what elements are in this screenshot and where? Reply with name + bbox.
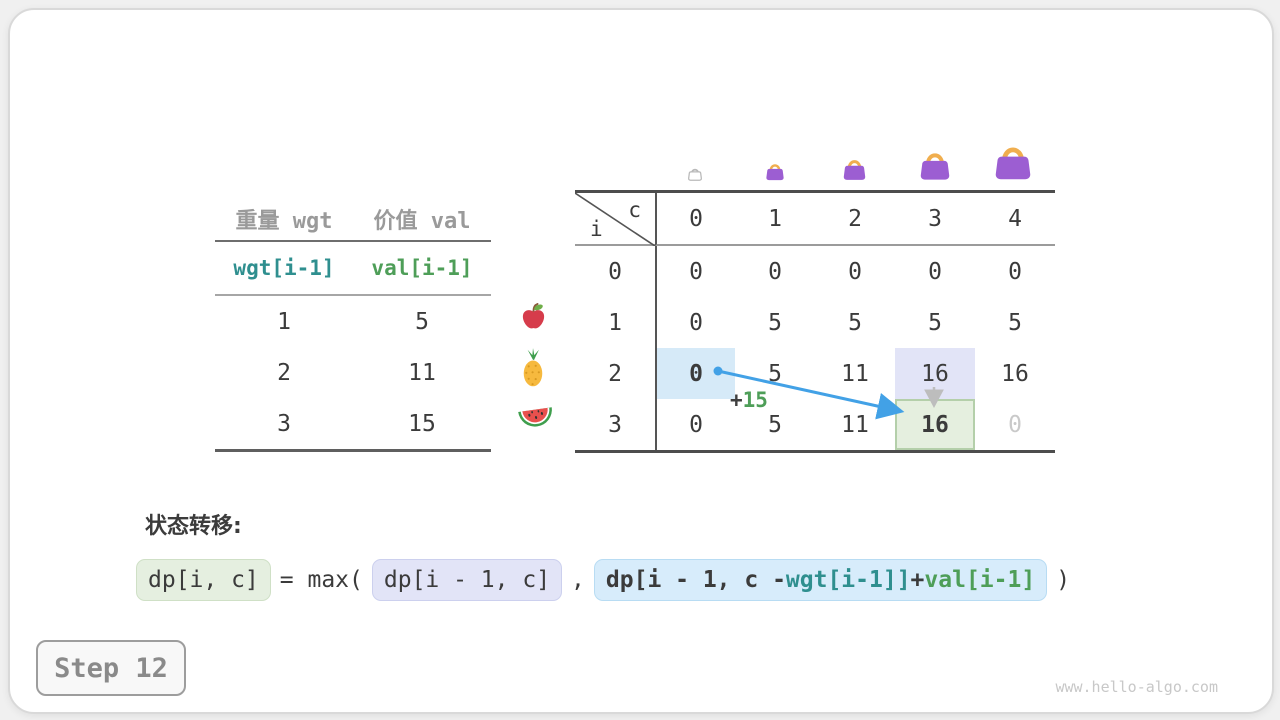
dp-cell-3-4-pending: 0 (1008, 411, 1022, 438)
dp-cell-0-4: 0 (1008, 258, 1022, 285)
dp-cell-2-0-source: 0 (655, 348, 735, 399)
plus-value-annotation: +15 (730, 388, 768, 412)
formula-dp-current: dp[i, c] (136, 559, 271, 601)
dp-cell-1-3: 5 (928, 309, 942, 336)
dp-row-header-0: 0 (608, 258, 622, 285)
items-index-row: wgt[i-1] val[i-1] (215, 242, 491, 296)
plus-sign: + (730, 388, 743, 412)
take-plus: + (910, 567, 925, 593)
dp-cell-0-1: 0 (768, 258, 782, 285)
item-1-weight: 1 (277, 308, 291, 335)
val-index-label: val[i-1] (371, 256, 473, 280)
dp-cell-2-3-keep: 16 (895, 348, 975, 399)
formula-comma: , (571, 567, 585, 593)
item-3-weight: 3 (277, 410, 291, 437)
take-prefix: dp[i - 1, c - (605, 567, 786, 593)
transition-formula: dp[i, c] = max( dp[i - 1, c] , dp[i - 1,… (136, 558, 1070, 602)
dp-col-header-0: 0 (655, 193, 735, 246)
dp-cell-3-2: 11 (841, 411, 869, 438)
formula-eq-max: = max( (279, 567, 363, 593)
dp-cell-1-4: 5 (1008, 309, 1022, 336)
formula-option-keep: dp[i - 1, c] (371, 559, 563, 601)
dp-cell-2-2: 11 (841, 360, 869, 387)
dp-cell-3-0: 0 (655, 399, 735, 450)
item-2-value: 11 (408, 359, 436, 386)
item-row-1: 1 5 (215, 296, 491, 347)
dp-cell-0-2: 0 (848, 258, 862, 285)
dp-corner-cell: i c (575, 193, 655, 246)
dp-cell-0-3: 0 (928, 258, 942, 285)
bag-outline-tiny-icon (687, 166, 703, 185)
wgt-index-label: wgt[i-1] (233, 256, 335, 280)
row-var-label: i (590, 217, 603, 241)
take-val-term: val[i-1] (924, 567, 1036, 593)
dp-cell-3-3-result: 16 (895, 399, 975, 450)
bag-large-icon (917, 148, 953, 185)
dp-cell-0-0: 0 (655, 246, 735, 297)
dp-cell-1-0: 0 (655, 297, 735, 348)
items-col-value-header: 价值 val (373, 208, 471, 234)
dp-cell-1-1: 5 (768, 309, 782, 336)
formula-option-take: dp[i - 1, c - wgt[i-1]] + val[i-1] (593, 559, 1048, 601)
dp-col-header-2: 2 (815, 193, 895, 246)
bag-xlarge-icon (991, 141, 1035, 185)
items-table: 重量 wgt 价值 val wgt[i-1] val[i-1] 1 5 2 11… (215, 197, 491, 452)
bag-medium-icon (841, 156, 868, 185)
items-header-row: 重量 wgt 价值 val (215, 197, 491, 242)
item-1-value: 5 (415, 308, 429, 335)
dp-row-header-3: 3 (608, 411, 622, 438)
watermark: www.hello-algo.com (1055, 678, 1218, 696)
take-wgt-term: wgt[i-1]] (785, 567, 911, 593)
dp-cell-3-1: 5 (768, 411, 782, 438)
dp-row-header-2: 2 (608, 360, 622, 387)
col-var-label: c (628, 198, 641, 222)
item-2-weight: 2 (277, 359, 291, 386)
transition-heading: 状态转移: (145, 514, 242, 539)
apple-icon (518, 302, 548, 334)
items-col-weight-header: 重量 wgt (235, 208, 333, 234)
item-3-value: 15 (408, 410, 436, 437)
watermelon-icon (518, 403, 552, 435)
dp-cell-2-4: 16 (1001, 360, 1029, 387)
pineapple-icon (518, 348, 548, 392)
bag-small-icon (764, 161, 786, 185)
formula-close-paren: ) (1056, 567, 1071, 593)
dp-table: i c 0 1 2 3 4 0 0 0 0 0 0 1 0 5 5 5 5 2 … (575, 190, 1055, 453)
dp-col-header-1: 1 (735, 193, 815, 246)
dp-cell-1-2: 5 (848, 309, 862, 336)
item-row-3: 3 15 (215, 398, 491, 449)
step-badge: Step 12 (36, 640, 186, 696)
item-row-2: 2 11 (215, 347, 491, 398)
dp-col-header-4: 4 (975, 193, 1055, 246)
plus-value: 15 (742, 388, 768, 412)
dp-row-header-1: 1 (608, 309, 622, 336)
dp-col-header-3: 3 (895, 193, 975, 246)
